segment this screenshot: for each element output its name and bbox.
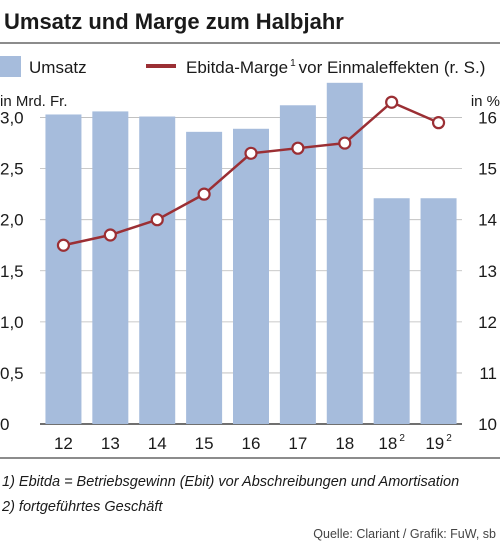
bar-umsatz xyxy=(139,116,176,425)
right-tick-label: 13 xyxy=(478,262,497,281)
x-tick-label: 12 xyxy=(54,434,73,453)
right-tick-label: 15 xyxy=(478,160,497,179)
bars xyxy=(45,82,457,425)
bar-umsatz xyxy=(279,105,316,424)
right-tick-labels: 10 11 12 13 14 15 16 xyxy=(478,109,497,434)
footnote-2: 2) fortgeführtes Geschäft xyxy=(1,499,163,515)
margin-point xyxy=(244,146,258,160)
left-tick-label: 1,0 xyxy=(0,313,24,332)
left-axis-unit: in Mrd. Fr. xyxy=(0,93,68,110)
footnote-1: 1) Ebitda = Betriebsgewinn (Ebit) vor Ab… xyxy=(2,474,459,490)
margin-point xyxy=(431,116,446,130)
legend: Umsatz Ebitda-Marge 1 vor Einmaleffekten (… xyxy=(0,56,485,77)
left-tick-label: 0 xyxy=(0,415,9,434)
bar-umsatz xyxy=(92,111,129,424)
x-tick-label: 19 2 xyxy=(425,433,452,453)
bar-umsatz xyxy=(45,114,82,424)
left-tick-label: 2,0 xyxy=(0,211,24,230)
right-tick-label: 11 xyxy=(479,364,497,383)
right-axis-unit: in % xyxy=(471,93,500,110)
left-tick-labels: 0 0,5 1,0 1,5 2,0 2,5 3,0 xyxy=(0,109,24,434)
source-note: Quelle: Clariant / Grafik: FuW, sb xyxy=(313,527,496,541)
x-tick-label: 18 2 xyxy=(378,433,405,453)
margin-point xyxy=(150,213,164,227)
right-tick-label: 12 xyxy=(478,313,497,332)
bar-umsatz xyxy=(420,198,457,424)
right-tick-label: 16 xyxy=(478,109,497,128)
legend-marge-name: Ebitda-Marge xyxy=(186,58,288,77)
left-tick-label: 3,0 xyxy=(0,109,24,128)
bar-umsatz xyxy=(373,198,410,424)
x-tick-label: 15 xyxy=(195,434,214,453)
margin-point xyxy=(103,228,117,242)
legend-label-marge: Ebitda-Marge 1 vor Einmaleffekten (r. S.) xyxy=(186,58,485,77)
legend-marge-suffix: vor Einmaleffekten (r. S.) xyxy=(299,58,486,77)
margin-point xyxy=(385,95,399,109)
margin-point xyxy=(197,187,211,201)
legend-label-umsatz: Umsatz xyxy=(29,58,87,77)
left-tick-label: 0,5 xyxy=(0,364,24,383)
right-tick-label: 14 xyxy=(478,211,497,230)
margin-line xyxy=(56,95,446,252)
x-tick-label: 14 xyxy=(148,434,167,453)
x-tick-label: 18 xyxy=(335,434,354,453)
chart-title: Umsatz und Marge zum Halbjahr xyxy=(4,9,344,34)
left-tick-label: 1,5 xyxy=(0,262,24,281)
bar-umsatz xyxy=(326,82,363,424)
margin-point xyxy=(291,141,305,155)
x-tick-labels: 12 13 14 15 16 17 18 18 2 19 2 xyxy=(54,433,452,453)
margin-point xyxy=(338,136,352,150)
x-tick-label: 17 xyxy=(288,434,307,453)
left-tick-label: 2,5 xyxy=(0,160,24,179)
legend-swatch-umsatz xyxy=(0,56,21,77)
legend-marge-sup: 1 xyxy=(290,58,296,69)
margin-point xyxy=(56,238,71,252)
x-tick-label: 16 xyxy=(242,434,261,453)
bar-umsatz xyxy=(233,128,269,424)
x-tick-label: 13 xyxy=(101,434,120,453)
bar-umsatz xyxy=(186,131,223,424)
right-tick-label: 10 xyxy=(478,415,497,434)
